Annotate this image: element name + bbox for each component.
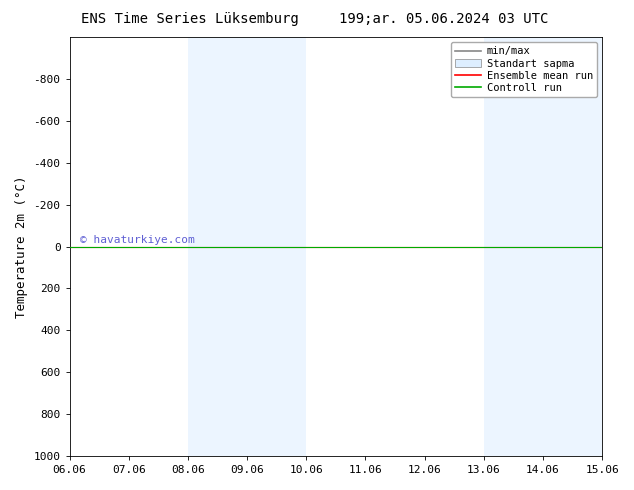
Y-axis label: Temperature 2m (°C): Temperature 2m (°C)	[15, 175, 28, 318]
Text: 199;ar. 05.06.2024 03 UTC: 199;ar. 05.06.2024 03 UTC	[339, 12, 548, 26]
Bar	[543, 37, 602, 456]
Text: © havaturkiye.com: © havaturkiye.com	[81, 235, 195, 245]
Text: ENS Time Series Lüksemburg: ENS Time Series Lüksemburg	[81, 12, 299, 26]
Bar	[188, 37, 247, 456]
Legend: min/max, Standart sapma, Ensemble mean run, Controll run: min/max, Standart sapma, Ensemble mean r…	[451, 42, 597, 97]
Bar	[484, 37, 543, 456]
Bar	[247, 37, 306, 456]
